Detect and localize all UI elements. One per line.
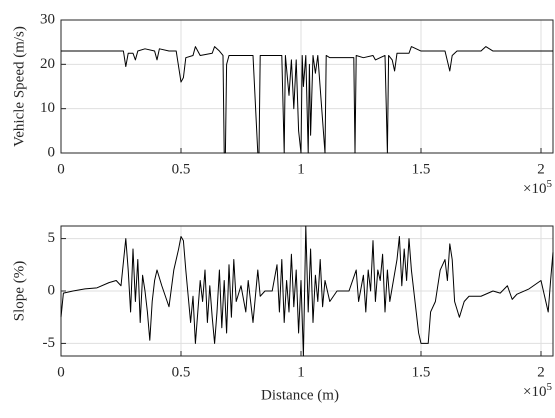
y-tick-label: 0 <box>48 144 56 160</box>
x-offset-base: ×10 <box>523 384 546 400</box>
x-tick-label: 0 <box>57 364 65 380</box>
x-tick-label: 1.5 <box>412 161 431 177</box>
x-offset-exponent: 5 <box>547 381 553 393</box>
axes-frame <box>60 19 554 154</box>
y-tick-label: 5 <box>48 230 56 246</box>
data-line <box>61 46 553 154</box>
x-axis-label: Distance (m) <box>261 387 339 403</box>
x-offset-label: ×105 <box>523 381 552 401</box>
x-offset-base: ×10 <box>523 181 546 197</box>
axes-frame <box>60 225 554 357</box>
data-line <box>60 225 554 357</box>
y-tick-label: 20 <box>40 56 55 72</box>
x-tick-label: 1.5 <box>412 364 431 380</box>
x-offset-label: ×105 <box>523 178 552 198</box>
x-tick-label: 1 <box>297 161 305 177</box>
x-tick-label: 1 <box>297 364 305 380</box>
y-tick-label: 0 <box>48 282 56 298</box>
y-tick-label: 10 <box>40 100 55 116</box>
y-tick-label: 30 <box>40 11 55 27</box>
x-tick-label: 0.5 <box>172 161 191 177</box>
x-tick-label: 0 <box>57 161 65 177</box>
x-offset-exponent: 5 <box>547 178 553 190</box>
y-tick-label: -5 <box>43 335 56 351</box>
x-tick-label: 2 <box>537 161 545 177</box>
y-axis-label: Slope (%) <box>11 261 27 321</box>
x-tick-label: 2 <box>537 364 545 380</box>
y-axis-label: Vehicle Speed (m/s) <box>11 26 27 147</box>
x-tick-label: 0.5 <box>172 364 191 380</box>
